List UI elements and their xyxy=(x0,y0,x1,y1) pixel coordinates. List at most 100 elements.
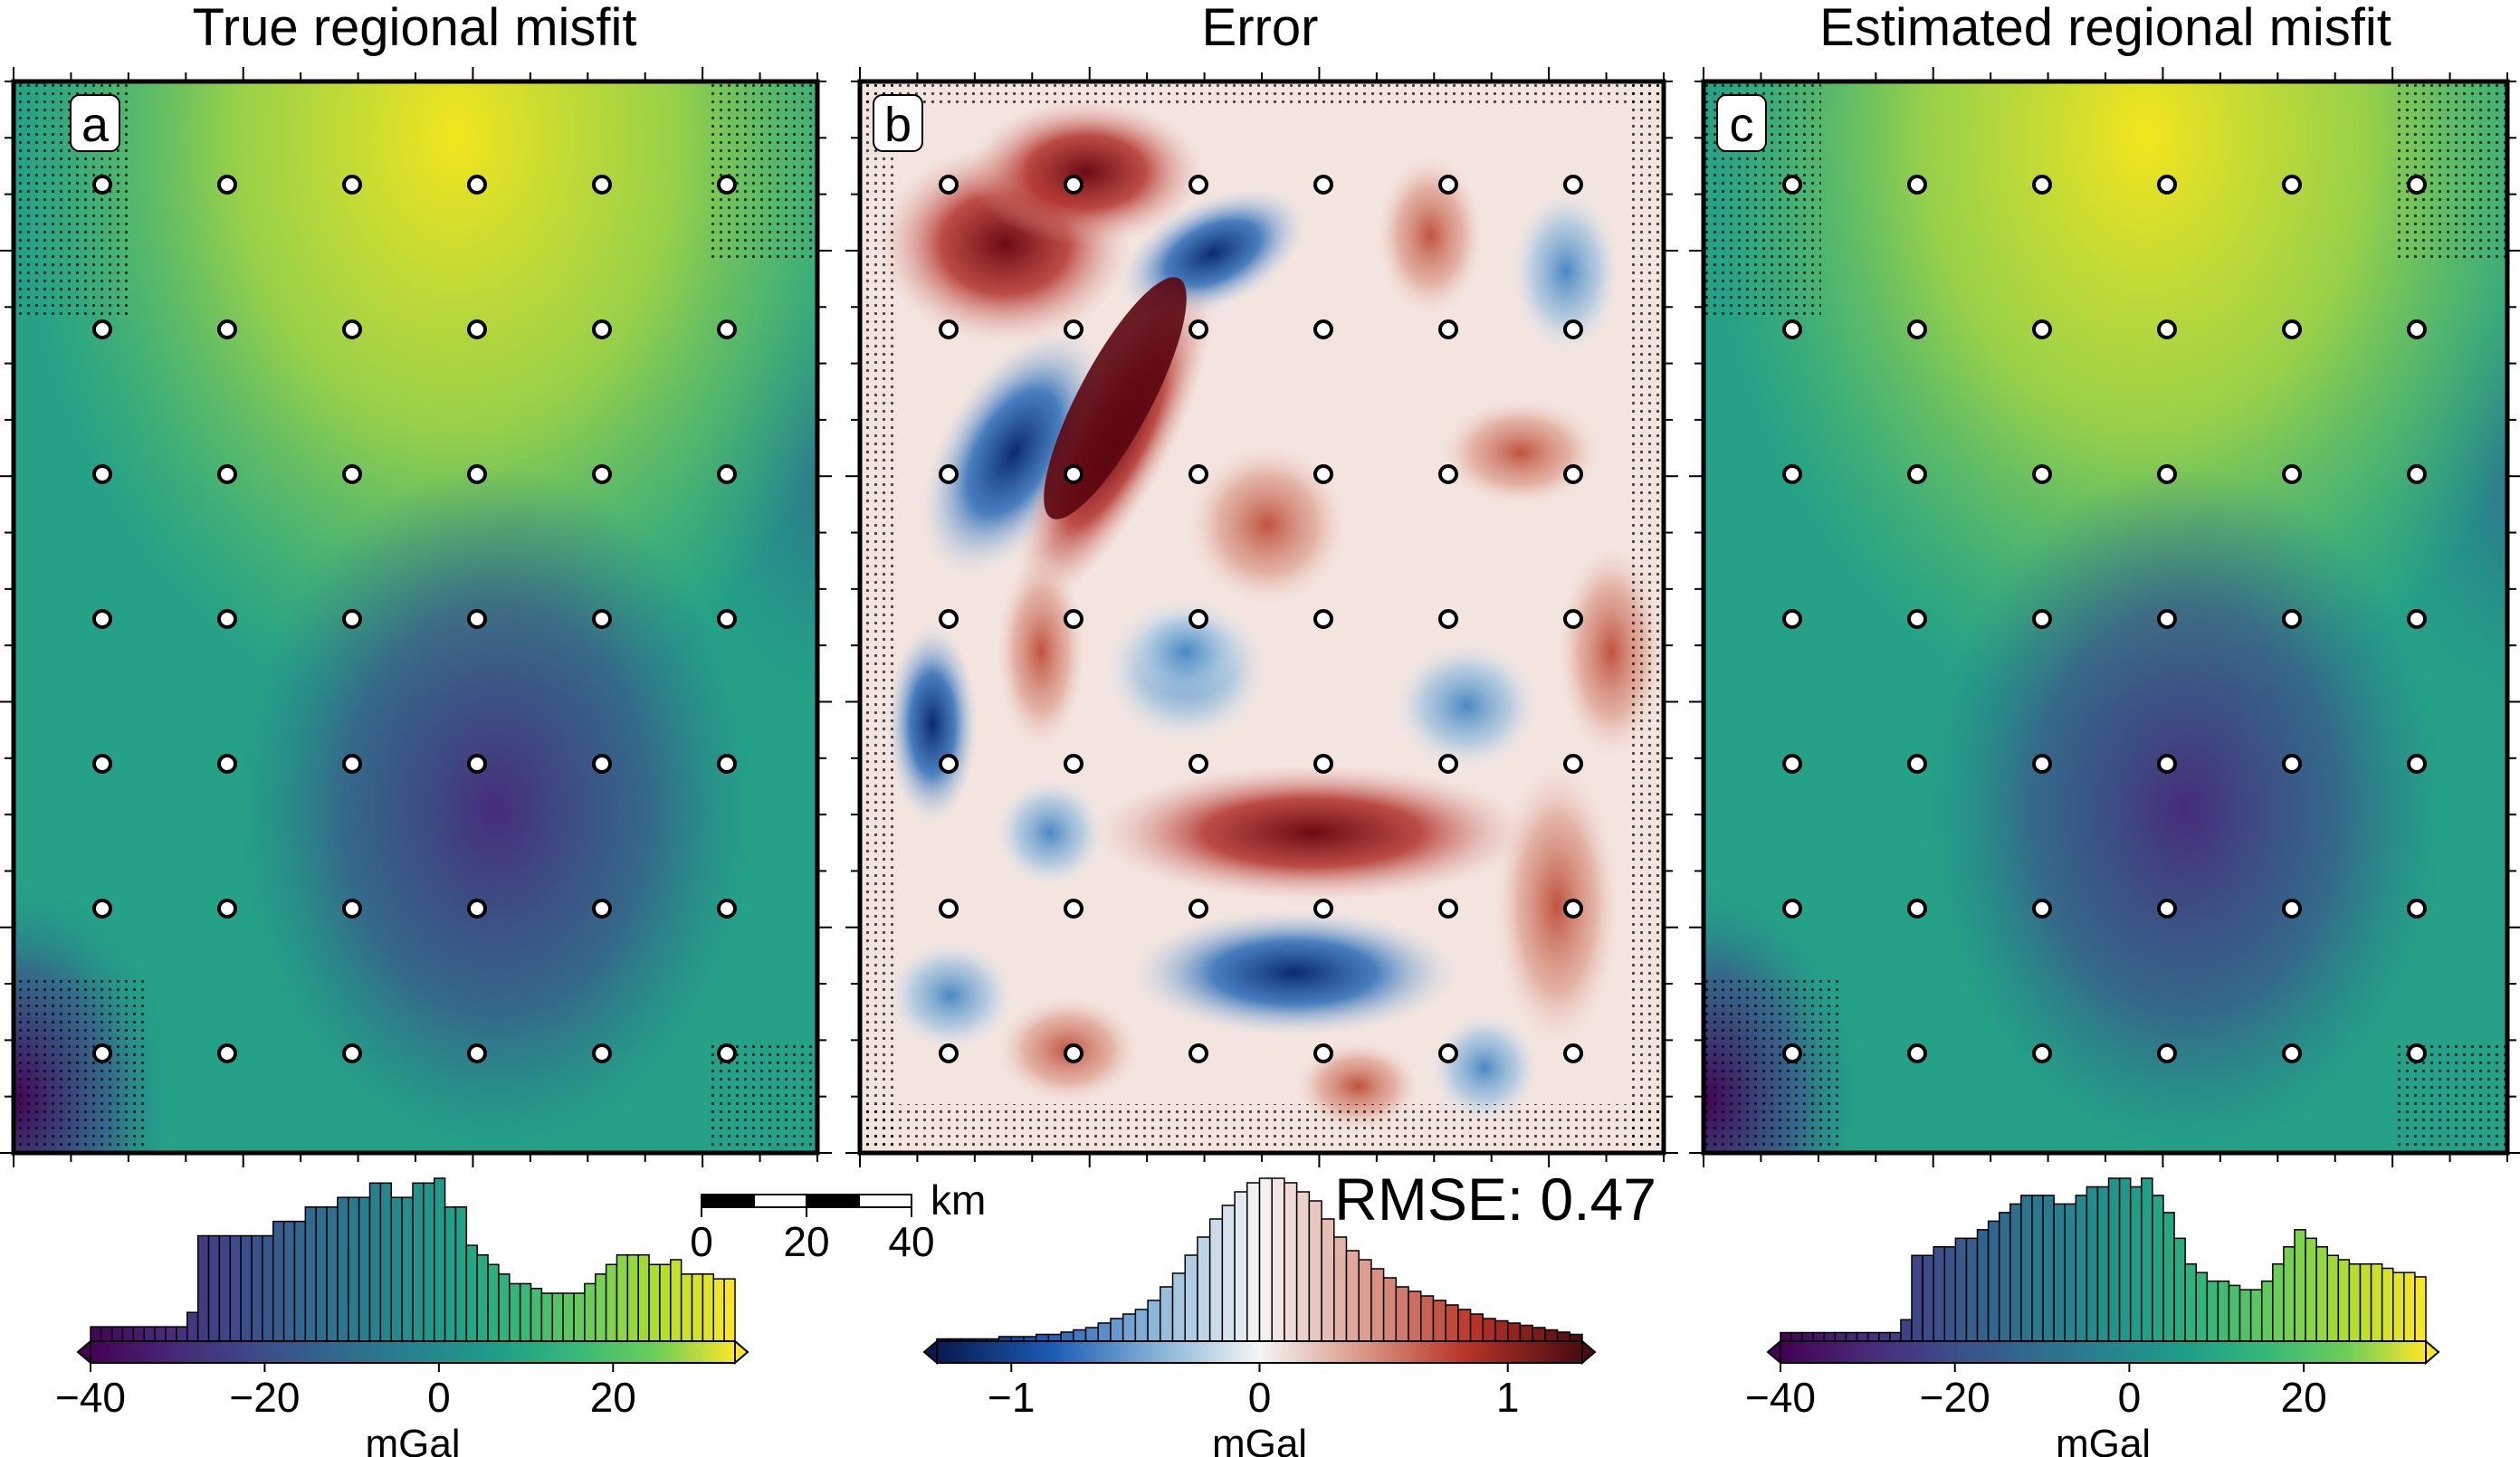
grid-node xyxy=(2032,1043,2052,1063)
grid-node xyxy=(1064,754,1083,774)
grid-node xyxy=(1438,609,1458,629)
colorbar-triangle-low xyxy=(1766,1338,1781,1366)
grid-node xyxy=(1563,754,1583,774)
grid-node xyxy=(1907,609,1927,629)
grid-node xyxy=(1313,754,1333,774)
scale-bar-unit: km xyxy=(931,1176,986,1224)
grid-node xyxy=(2032,464,2052,484)
histogram-bar xyxy=(2162,1212,2175,1342)
histogram-bar xyxy=(444,1206,457,1342)
panel-a-letter-box xyxy=(70,94,120,152)
histogram-bar xyxy=(1184,1254,1198,1342)
histogram-bar xyxy=(2260,1280,2274,1342)
histogram-bar xyxy=(1295,1191,1311,1342)
histogram-bar xyxy=(2096,1186,2110,1342)
grid-node xyxy=(1907,319,1927,339)
histogram-bar xyxy=(240,1234,253,1342)
histogram-bar xyxy=(1569,1333,1583,1342)
colorbar-tick-label: 0 xyxy=(2118,1374,2142,1421)
panel-a-letter: a xyxy=(81,98,110,152)
histogram-bar xyxy=(1221,1205,1236,1342)
grid-node xyxy=(1064,609,1083,629)
histogram-bar xyxy=(454,1206,468,1342)
histogram-bar xyxy=(186,1311,199,1342)
histogram-bar xyxy=(551,1292,564,1342)
grid-node xyxy=(939,899,959,919)
colorbar-tick-label: 0 xyxy=(427,1374,451,1421)
colorbar-triangle-high xyxy=(1581,1338,1597,1366)
histogram-bar xyxy=(1790,1331,1803,1342)
histogram-bar xyxy=(476,1253,489,1342)
histogram-bar xyxy=(251,1234,263,1342)
panel-c-ticks xyxy=(1689,67,2520,1167)
histogram-bar xyxy=(1801,1331,1815,1342)
colorbar-c: −40 −20 0 20 mGal xyxy=(1745,1177,2440,1457)
grid-node xyxy=(1907,464,1927,484)
histogram-bar xyxy=(1469,1313,1484,1342)
grid-node xyxy=(1782,1043,1802,1063)
grid-node xyxy=(1313,609,1333,629)
grid-node xyxy=(342,899,362,919)
histogram-bar xyxy=(519,1282,532,1342)
colorbar-strip xyxy=(90,1340,736,1364)
histogram-bar xyxy=(1482,1318,1496,1342)
histogram-bar xyxy=(2064,1203,2077,1342)
colorbar-triangle-high xyxy=(734,1338,749,1366)
histogram-bar xyxy=(1160,1286,1174,1342)
histogram-bar xyxy=(1987,1220,2000,1342)
panel-c-grid-nodes xyxy=(1782,175,2427,1063)
histogram-bar xyxy=(423,1182,435,1342)
histogram-bar xyxy=(1780,1331,1792,1342)
histogram-bar xyxy=(368,1182,382,1342)
grid-node xyxy=(1563,609,1583,629)
grid-node xyxy=(1782,319,1802,339)
colorbar-b: −1 0 1 mGal xyxy=(922,1177,1597,1457)
grid-node xyxy=(1782,899,1802,919)
grid-node xyxy=(1782,609,1802,629)
histogram-bar xyxy=(1382,1277,1398,1342)
grid-node xyxy=(2282,1043,2302,1063)
grid-node xyxy=(92,175,112,195)
histogram-bar xyxy=(1321,1218,1335,1342)
grid-node xyxy=(467,1043,487,1063)
grid-node xyxy=(342,464,362,484)
histogram-bar xyxy=(712,1278,725,1342)
colorbar-a: −40 −20 0 20 mGal xyxy=(55,1177,749,1457)
histogram-bar xyxy=(1954,1237,1968,1342)
grid-node xyxy=(939,175,959,195)
histogram-bar xyxy=(2206,1280,2219,1342)
panel-b-ticks xyxy=(845,67,1678,1167)
histogram-bar xyxy=(304,1206,317,1342)
grid-node xyxy=(2407,899,2427,919)
histogram-bar xyxy=(1097,1322,1112,1342)
histogram-bar xyxy=(1856,1331,1869,1342)
histogram-bar xyxy=(2141,1177,2153,1342)
histogram-bar xyxy=(637,1253,650,1342)
histogram-bar xyxy=(2348,1262,2362,1342)
histogram-bar xyxy=(262,1234,274,1342)
histogram-bar xyxy=(1866,1331,1880,1342)
grid-node xyxy=(1782,175,1802,195)
histogram-bar xyxy=(1965,1237,1979,1342)
histogram-bar xyxy=(2020,1195,2033,1342)
histogram-bar xyxy=(1845,1331,1858,1342)
histogram-bar xyxy=(2326,1254,2340,1342)
grid-node xyxy=(217,899,237,919)
histogram-bar xyxy=(2107,1177,2121,1342)
grid-node xyxy=(2032,175,2052,195)
histogram-bar xyxy=(509,1282,521,1342)
grid-node xyxy=(1438,175,1458,195)
colorbar-strip xyxy=(936,1340,1583,1364)
histogram-bar xyxy=(1134,1309,1149,1342)
grid-node xyxy=(717,464,737,484)
panel-a-ticks xyxy=(0,67,832,1167)
histogram-bar xyxy=(2184,1262,2197,1342)
grid-node xyxy=(2157,609,2177,629)
histogram-bar xyxy=(530,1288,543,1342)
grid-node xyxy=(1313,1043,1333,1063)
histogram-bar xyxy=(1976,1229,1990,1342)
colorbar-tick-label: 1 xyxy=(1496,1374,1520,1421)
grid-node xyxy=(2032,319,2052,339)
grid-node xyxy=(2157,175,2177,195)
